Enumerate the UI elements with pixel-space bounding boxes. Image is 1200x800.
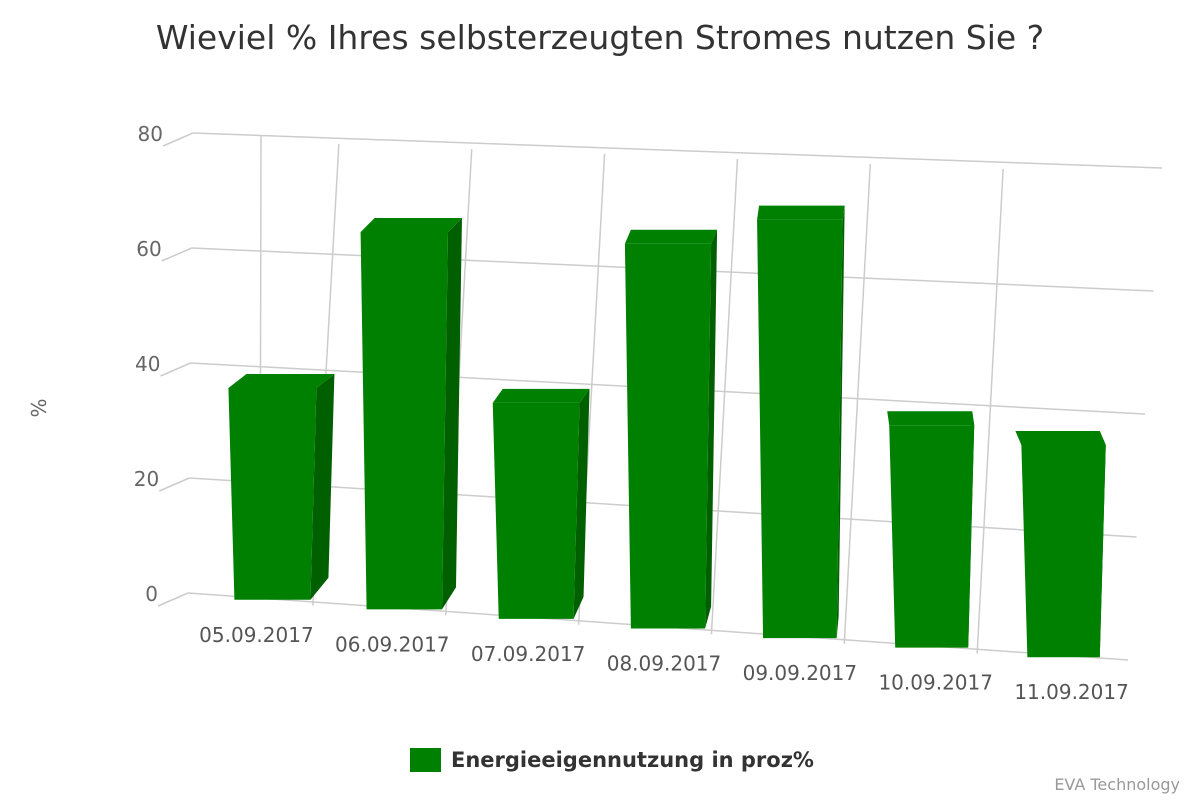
bar-front: [360, 232, 448, 610]
bar: [360, 218, 462, 610]
bar-front: [492, 402, 580, 619]
bar-side: [441, 218, 462, 610]
y-tick-label: 20: [134, 467, 159, 491]
x-tick-label: 06.09.2017: [335, 632, 450, 656]
bar: [492, 388, 590, 619]
x-tick-label: 10.09.2017: [878, 671, 993, 695]
x-tick-label: 09.09.2017: [743, 661, 858, 685]
bar-top: [492, 388, 590, 403]
gridline-depth-stub: [162, 132, 194, 147]
y-axis-labels: 0 20 40 60 80: [134, 122, 163, 606]
bar-front: [1021, 444, 1106, 658]
x-tick-label: 07.09.2017: [471, 642, 586, 666]
bar-top: [360, 218, 462, 233]
bar-side: [310, 373, 335, 600]
bar-front: [228, 387, 317, 600]
bar: [757, 205, 845, 639]
legend[interactable]: Energieeigennutzung in proz%: [410, 748, 814, 772]
gridline-depth-stub: [161, 247, 193, 262]
gridline-depth-stub: [157, 592, 189, 607]
bars: [228, 205, 1106, 658]
bar: [1015, 430, 1106, 658]
legend-label: Energieeigennutzung in proz%: [451, 748, 814, 772]
bar-side: [836, 205, 845, 639]
y-tick-label: 0: [145, 582, 158, 606]
x-tick-label: 11.09.2017: [1014, 680, 1129, 704]
bar-top: [887, 411, 975, 426]
chart-title: Wieviel % Ihres selbsterzeugten Stromes …: [155, 18, 1045, 57]
y-tick-label: 40: [135, 352, 160, 376]
y-tick-label: 80: [138, 122, 163, 146]
bar: [624, 229, 718, 629]
gridline-vertical: [710, 158, 739, 635]
bar-front: [757, 219, 843, 639]
bar-side: [573, 388, 590, 619]
bar-front: [889, 425, 975, 648]
gridline-depth-stub: [160, 362, 191, 377]
credits-text[interactable]: EVA Technology: [1054, 775, 1180, 794]
y-axis-title: %: [27, 398, 51, 417]
x-tick-label: 08.09.2017: [607, 652, 722, 676]
legend-swatch: [410, 748, 441, 772]
x-tick-label: 05.09.2017: [199, 623, 314, 647]
bar-front: [624, 243, 712, 629]
bar-top: [1015, 430, 1106, 445]
gridline-vertical: [843, 163, 872, 644]
bar-top: [228, 373, 335, 388]
y-tick-label: 60: [136, 237, 161, 261]
bar-side: [705, 229, 718, 629]
x-axis-labels: 05.09.2017 06.09.2017 07.09.2017 08.09.2017…: [199, 623, 1129, 704]
gridline-horizontal: [192, 132, 1163, 169]
bar: [887, 411, 975, 648]
bar-top: [757, 205, 845, 220]
bar-top: [624, 229, 718, 244]
gridline-vertical: [976, 168, 1004, 654]
bar: [228, 373, 335, 600]
gridline-depth-stub: [158, 477, 190, 492]
